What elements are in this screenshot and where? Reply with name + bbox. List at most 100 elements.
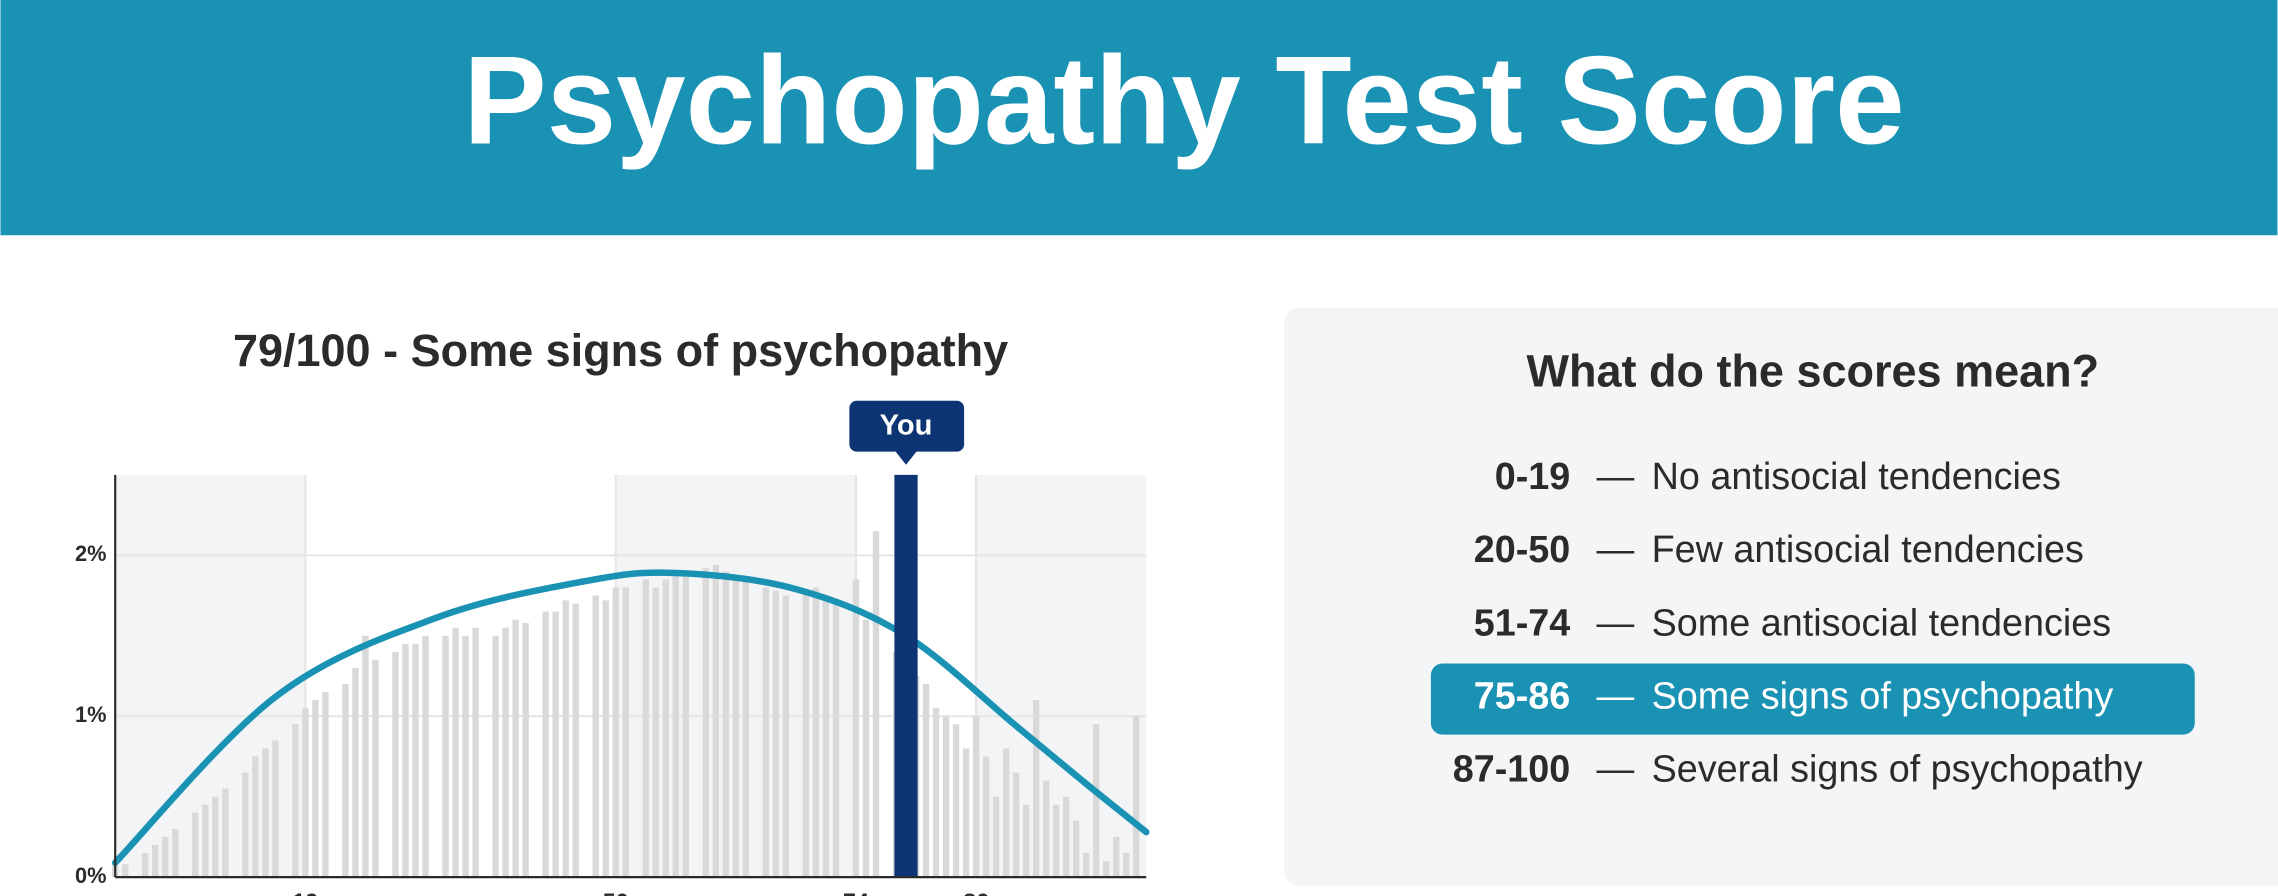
bar (242, 772, 249, 878)
legend-description: Some antisocial tendencies (1652, 601, 2112, 643)
y-tick-label: 2% (75, 541, 106, 566)
bar (1002, 748, 1010, 878)
bar (932, 708, 940, 878)
bar (1062, 796, 1070, 878)
bar (302, 708, 309, 878)
bar (1022, 804, 1030, 878)
chart: 0% 1% 2% 19 50 74 86 You (75, 400, 1150, 896)
legend-separator: — (1596, 674, 1634, 716)
bar (352, 667, 359, 878)
legend-description: Several signs of psychopathy (1652, 747, 2143, 789)
bar (1032, 700, 1040, 878)
bar (822, 595, 830, 878)
bar (472, 627, 479, 878)
bar (942, 716, 950, 878)
x-tick-label: 74 (843, 888, 869, 896)
bar (122, 864, 129, 878)
bar (452, 627, 459, 878)
legend-separator: — (1596, 747, 1634, 789)
bar (962, 748, 970, 878)
bar (542, 611, 549, 878)
legend-separator: — (1596, 455, 1634, 497)
bar (952, 724, 960, 878)
legend-highlight (1430, 663, 2195, 735)
you-label-pointer (894, 450, 918, 465)
bar (462, 635, 469, 878)
bar (152, 844, 159, 878)
bar (832, 600, 840, 878)
bar (1113, 836, 1120, 878)
legend-panel (1284, 307, 2278, 886)
bar (862, 619, 870, 878)
bar (662, 579, 669, 878)
you-marker (894, 474, 918, 878)
bar (772, 590, 780, 878)
bar (262, 748, 269, 878)
bar (442, 635, 449, 878)
bar (612, 587, 619, 878)
legend-description: No antisocial tendencies (1652, 455, 2061, 497)
you-label: You (880, 410, 933, 442)
bar (852, 579, 860, 878)
legend: 0-19 — No antisocial tendencies 20-50 — Few a… (1430, 455, 2195, 789)
bar (162, 836, 169, 878)
bar (592, 595, 599, 878)
bar (202, 804, 209, 878)
score-zone (976, 474, 1147, 878)
bar (1052, 804, 1060, 878)
bar (192, 812, 199, 878)
bar (1042, 780, 1050, 878)
bar (142, 852, 149, 878)
bar (492, 635, 499, 878)
bar (812, 587, 820, 878)
bar (422, 635, 429, 878)
bar (1123, 852, 1130, 878)
bar (512, 619, 519, 878)
bar (252, 756, 259, 878)
x-tick-label: 86 (963, 888, 989, 896)
bar (1093, 724, 1100, 878)
bar (312, 700, 319, 878)
bar (982, 756, 990, 878)
legend-description: Some signs of psychopathy (1652, 674, 2114, 716)
legend-separator: — (1596, 528, 1634, 570)
bar (622, 587, 629, 878)
x-tick-label: 19 (292, 888, 318, 896)
bar (782, 595, 790, 878)
bar (872, 531, 880, 878)
bar (972, 716, 980, 878)
bar (1072, 820, 1080, 878)
y-tick-label: 0% (75, 863, 106, 888)
legend-range: 0-19 (1495, 455, 1571, 497)
bar (1083, 852, 1090, 878)
header-bar (0, 0, 2278, 236)
bar (562, 600, 569, 878)
you-label-box (849, 400, 965, 452)
bar (922, 684, 930, 878)
bar (292, 724, 299, 878)
bar (802, 590, 810, 878)
bar (392, 651, 399, 878)
bar (702, 568, 710, 878)
bar (762, 587, 770, 878)
bar (1103, 861, 1110, 878)
result-title: 79/100 - Some signs of psychopathy (233, 325, 1008, 376)
legend-range: 87-100 (1453, 747, 1571, 789)
bar (522, 622, 529, 878)
bar (602, 600, 609, 878)
bar (712, 564, 720, 878)
bar (362, 635, 369, 878)
legend-range: 75-86 (1474, 674, 1571, 716)
legend-separator: — (1596, 601, 1634, 643)
bar (502, 627, 509, 878)
distribution-curve (111, 569, 1150, 866)
bar (322, 692, 329, 878)
legend-range: 20-50 (1474, 528, 1571, 570)
legend-description: Few antisocial tendencies (1652, 528, 2084, 570)
bar (572, 603, 579, 878)
bar (402, 643, 409, 878)
x-tick-label: 50 (603, 888, 629, 896)
bar (992, 796, 1000, 878)
